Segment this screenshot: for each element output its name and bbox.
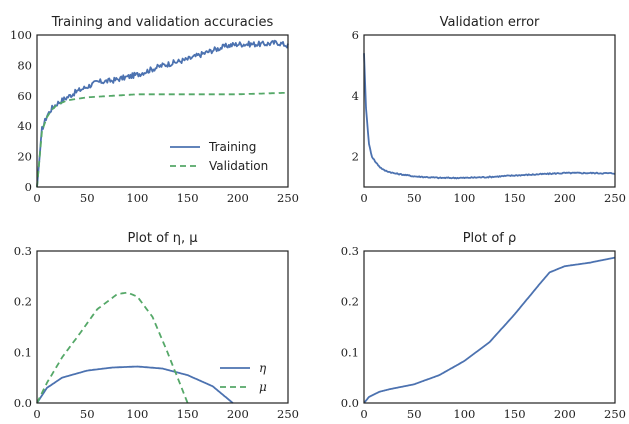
legend-label: μ [259,380,267,394]
x-tick-label: 150 [177,407,199,421]
x-tick-label: 200 [227,191,249,205]
y-tick-label: 0.3 [341,244,359,258]
y-tick-label: 0.3 [14,244,32,258]
y-tick-label: 0.0 [14,396,32,410]
x-tick-label: 250 [604,191,626,205]
x-tick-label: 0 [360,407,367,421]
x-tick-label: 50 [407,191,422,205]
x-tick-label: 100 [126,407,148,421]
x-tick-label: 200 [554,191,576,205]
x-tick-label: 50 [407,407,422,421]
legend: ημ [220,361,267,394]
chart-panel-3: Plot of η, μ 0 50 100 150 200 250 0.0 0.1 0.2 0.3 η… [14,231,299,421]
series-line-training [36,39,289,188]
y-tick-label: 0 [25,180,32,194]
x-tick-label: 50 [80,407,95,421]
x-tick-label: 200 [554,407,576,421]
x-tick-label: 250 [604,407,626,421]
y-tick-label: 80 [17,58,32,72]
chart-title: Plot of ρ [463,231,517,246]
x-tick-label: 150 [504,191,526,205]
series-line-validation [36,91,288,188]
series-line [363,256,616,404]
x-tick-label: 200 [227,407,249,421]
legend-label: Validation [209,159,268,173]
y-tick-label: 0.0 [341,396,359,410]
legend-label: Training [208,140,256,154]
x-tick-label: 150 [504,407,526,421]
x-tick-label: 0 [360,191,367,205]
x-tick-label: 0 [33,407,40,421]
legend-label: η [259,361,267,375]
plot-frame [36,34,289,188]
y-tick-label: 6 [352,28,359,42]
y-tick-label: 0.1 [341,345,359,359]
series-line-η [36,365,234,404]
y-tick-label: 20 [17,150,32,164]
x-tick-label: 100 [453,191,475,205]
plot-frame [36,250,289,404]
plot-frame [363,250,616,404]
y-tick-label: 40 [17,119,32,133]
legend: Training Validation [170,140,268,173]
series-line [363,53,615,180]
x-tick-label: 250 [277,407,299,421]
chart-panel-4: Plot of ρ 0 50 100 150 200 250 0.0 0.1 0.2 0.3 [341,231,626,421]
x-tick-label: 100 [126,191,148,205]
chart-title: Validation error [440,15,540,30]
chart-title: Training and validation accuracies [51,15,274,30]
x-tick-label: 150 [177,191,199,205]
x-tick-label: 250 [277,191,299,205]
y-tick-label: 0.2 [341,295,359,309]
chart-panel-1: Training and validation accuracies 0 50 100… [10,15,299,205]
x-tick-label: 50 [80,191,95,205]
x-tick-label: 0 [33,191,40,205]
chart-panel-2: Validation error 0 50 100 150 200 250 2 4 6 [352,15,626,205]
y-tick-label: 4 [352,89,359,103]
y-tick-label: 0.1 [14,345,32,359]
y-tick-label: 2 [352,150,359,164]
y-tick-label: 60 [17,89,32,103]
plot-frame [363,34,616,188]
y-tick-label: 0.2 [14,295,32,309]
chart-title: Plot of η, μ [127,231,197,246]
y-tick-label: 100 [10,28,32,42]
x-tick-label: 100 [453,407,475,421]
series-line-μ [36,291,189,404]
